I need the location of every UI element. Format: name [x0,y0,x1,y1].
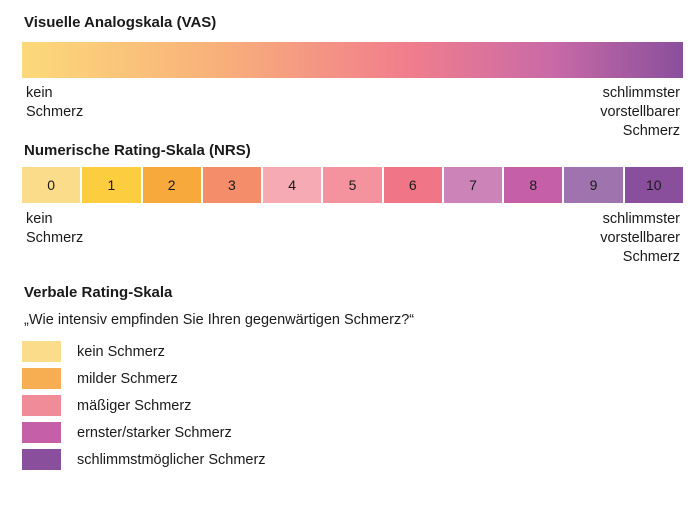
vrs-item-label: kein Schmerz [77,343,165,360]
vrs-item: mäßiger Schmerz [22,392,266,419]
nrs-cell-10: 10 [624,167,683,203]
vas-left-label: kein Schmerz [26,85,84,120]
nrs-cell-1: 1 [82,167,141,203]
vas-right-label: schlimmster vorstellbarer Schmerz [600,85,680,139]
nrs-right-label: schlimmster vorstellbarer Schmerz [600,211,680,265]
nrs-cell-2: 2 [142,167,201,203]
vrs-title: Verbale Rating-Skala [24,284,173,301]
vrs-item: schlimmstmöglicher Schmerz [22,446,266,473]
vrs-item: ernster/starker Schmerz [22,419,266,446]
nrs-cell-9: 9 [564,167,623,203]
vrs-color-swatch [22,395,61,416]
vrs-item-label: milder Schmerz [77,370,178,387]
vrs-color-swatch [22,341,61,362]
vrs-item-label: mäßiger Schmerz [77,397,192,414]
nrs-cell-8: 8 [504,167,563,203]
nrs-cell-5: 5 [323,167,382,203]
nrs-left-label: kein Schmerz [26,211,84,246]
nrs-title: Numerische Rating-Skala (NRS) [24,142,251,159]
vrs-legend-list: kein Schmerz milder Schmerz mäßiger Schmer… [22,338,266,473]
vas-title: Visuelle Analogskala (VAS) [24,14,217,31]
vrs-color-swatch [22,449,61,470]
vrs-item: kein Schmerz [22,338,266,365]
vrs-color-swatch [22,368,61,389]
vas-gradient-bar [22,42,683,78]
nrs-cell-3: 3 [202,167,262,203]
vrs-item-label: schlimmstmöglicher Schmerz [77,451,266,468]
nrs-cell-6: 6 [383,167,442,203]
vrs-color-swatch [22,422,61,443]
vrs-item-label: ernster/starker Schmerz [77,424,232,441]
nrs-cell-4: 4 [263,167,322,203]
vrs-question: „Wie intensiv empfinden Sie Ihren gegenw… [24,312,415,328]
vrs-item: milder Schmerz [22,365,266,392]
nrs-cell-0: 0 [22,167,81,203]
nrs-cell-7: 7 [443,167,503,203]
nrs-scale-row: 0 1 2 3 4 5 6 7 8 9 10 [22,167,683,203]
